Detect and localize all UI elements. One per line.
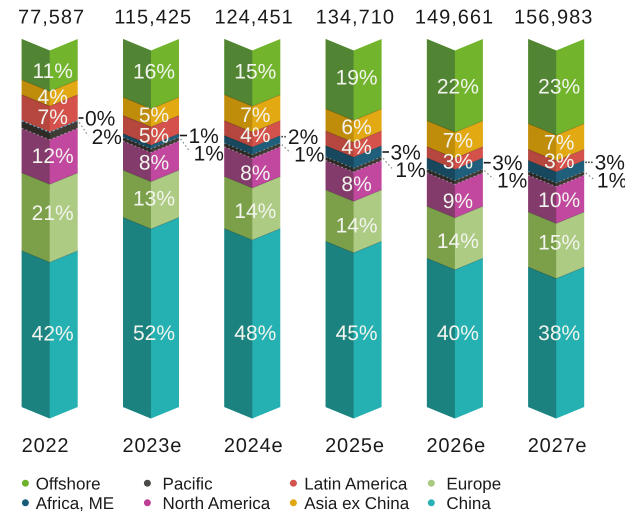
svg-text:7%: 7% (38, 106, 68, 129)
svg-text:2022: 2022 (22, 435, 70, 457)
svg-text:Latin America: Latin America (304, 474, 408, 493)
svg-text:North America: North America (163, 494, 271, 513)
svg-text:1%: 1% (395, 159, 425, 182)
svg-text:3%: 3% (492, 152, 522, 175)
svg-text:38%: 38% (538, 322, 580, 345)
svg-text:4%: 4% (38, 86, 68, 109)
svg-text:124,451: 124,451 (214, 7, 293, 29)
svg-text:2026e: 2026e (426, 435, 486, 457)
svg-text:6%: 6% (341, 116, 371, 139)
svg-text:2024e: 2024e (224, 435, 284, 457)
svg-text:8%: 8% (139, 151, 169, 174)
svg-text:14%: 14% (336, 215, 378, 238)
svg-text:1%: 1% (189, 125, 219, 148)
svg-text:9%: 9% (443, 190, 473, 213)
svg-text:2%: 2% (92, 126, 122, 149)
svg-text:0%: 0% (85, 107, 115, 130)
svg-text:1%: 1% (194, 142, 224, 165)
svg-text:15%: 15% (234, 61, 276, 84)
svg-text:5%: 5% (139, 104, 169, 127)
svg-text:Asia ex China: Asia ex China (304, 494, 409, 513)
svg-text:Pacific: Pacific (163, 474, 214, 493)
svg-text:5%: 5% (139, 125, 169, 148)
svg-text:8%: 8% (240, 162, 270, 185)
svg-text:3%: 3% (595, 152, 625, 175)
svg-text:16%: 16% (133, 61, 175, 84)
svg-text:11%: 11% (32, 60, 72, 83)
svg-text:7%: 7% (240, 104, 270, 127)
svg-text:10%: 10% (538, 189, 580, 212)
svg-text:4%: 4% (341, 136, 371, 159)
svg-text:42%: 42% (32, 322, 74, 345)
svg-text:15%: 15% (538, 232, 580, 255)
svg-text:7%: 7% (443, 130, 473, 153)
svg-text:2027e: 2027e (528, 435, 588, 457)
svg-text:7%: 7% (544, 132, 574, 155)
svg-text:8%: 8% (341, 173, 371, 196)
svg-text:1%: 1% (597, 169, 625, 192)
svg-text:1%: 1% (497, 169, 527, 192)
svg-text:48%: 48% (234, 322, 276, 345)
svg-text:134,710: 134,710 (316, 7, 395, 29)
svg-text:149,661: 149,661 (415, 7, 494, 29)
svg-text:2023e: 2023e (123, 435, 183, 457)
svg-text:115,425: 115,425 (114, 7, 192, 29)
svg-text:77,587: 77,587 (18, 7, 85, 29)
svg-text:23%: 23% (538, 76, 580, 99)
svg-text:12%: 12% (32, 145, 74, 168)
svg-text:21%: 21% (32, 202, 74, 225)
svg-text:14%: 14% (437, 230, 479, 253)
svg-text:52%: 52% (133, 322, 175, 345)
svg-text:19%: 19% (336, 66, 378, 89)
svg-text:2%: 2% (288, 126, 318, 149)
svg-text:22%: 22% (437, 76, 479, 99)
svg-text:45%: 45% (336, 322, 378, 345)
svg-text:14%: 14% (234, 200, 276, 223)
svg-text:Europe: Europe (446, 474, 501, 493)
svg-text:2025e: 2025e (325, 435, 385, 457)
svg-text:40%: 40% (437, 322, 479, 345)
svg-text:3%: 3% (544, 150, 574, 173)
svg-text:3%: 3% (443, 150, 473, 173)
svg-text:4%: 4% (240, 124, 270, 147)
svg-text:3%: 3% (391, 141, 421, 164)
svg-text:China: China (446, 494, 491, 513)
svg-text:13%: 13% (133, 188, 175, 211)
svg-text:156,983: 156,983 (514, 7, 593, 29)
svg-text:Africa, ME: Africa, ME (36, 494, 114, 513)
svg-text:Offshore: Offshore (36, 474, 101, 493)
svg-text:1%: 1% (294, 143, 324, 166)
